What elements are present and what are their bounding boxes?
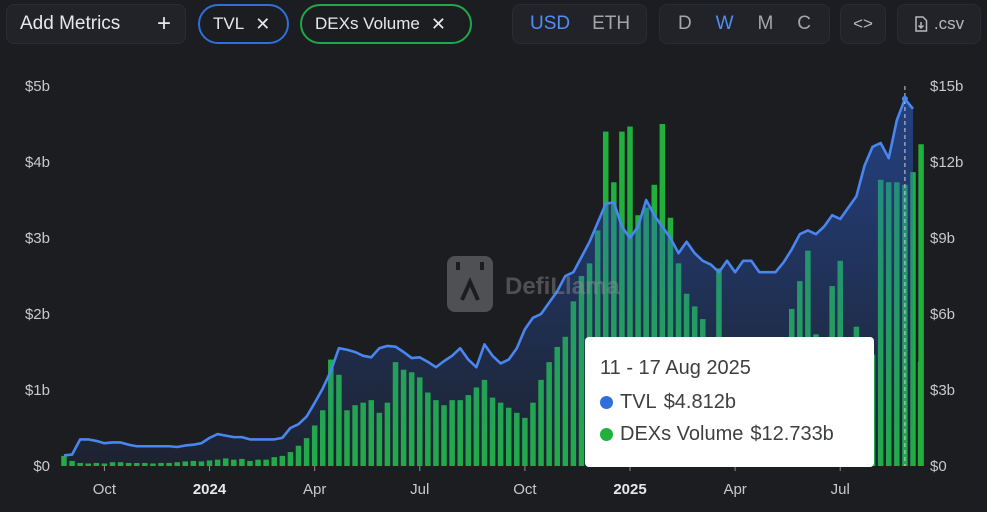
tooltip-dex-value: $12.733b [750,422,834,445]
interval-cumulative-option[interactable]: C [797,13,812,34]
tvl-dot-icon [600,395,613,409]
right-axis-tick-label: $3b [930,382,955,399]
csv-download-button[interactable]: .csv [897,4,981,44]
x-axis-tick-label: Oct [513,481,537,498]
left-axis-tick-label: $3b [25,230,50,247]
watermark-text: DefiLlama [505,273,620,300]
left-axis-tick-label: $1b [25,382,50,399]
tooltip-date: 11 - 17 Aug 2025 [600,357,751,379]
x-axis-tick-label: 2025 [613,481,646,498]
tooltip-tvl-value: $4.812b [663,390,736,413]
plus-icon: + [156,10,171,37]
tooltip-tvl-row: TVL $4.812b [600,389,874,415]
tooltip-dex-row: DEXs Volume $12.733b [600,421,874,447]
currency-usd-option[interactable]: USD [530,13,571,34]
embed-button[interactable]: <> [840,4,886,44]
currency-toggle: USD ETH [512,4,647,44]
dex-dot-icon [600,427,613,441]
tooltip-dex-label: DEXs Volume [620,422,744,445]
dex-volume-bar [917,362,924,466]
defillama-watermark: DefiLlama [447,256,620,312]
left-axis-tick-label: $4b [25,154,50,171]
left-axis-tick-label: $5b [25,78,50,95]
llama-logo-icon [447,256,493,312]
dex-volume-metric-chip[interactable]: DEXs Volume ✕ [300,4,472,44]
interval-daily-option[interactable]: D [677,13,692,34]
add-metrics-button[interactable]: Add Metrics + [6,4,186,44]
right-axis-tick-label: $15b [930,78,963,95]
tvl-line [63,97,915,457]
close-icon[interactable]: ✕ [255,13,271,34]
chart-tooltip: 11 - 17 Aug 2025 TVL $4.812b DEXs Volume… [585,337,874,467]
interval-weekly-option[interactable]: W [715,13,734,34]
hover-point-marker [901,95,908,102]
x-axis-tick-label: Jul [410,481,429,498]
download-file-icon [915,16,928,32]
close-icon[interactable]: ✕ [430,13,446,34]
tvl-metric-chip[interactable]: TVL ✕ [198,4,289,44]
dex-volume-bar [918,144,924,466]
tvl-chip-label: TVL [213,14,245,33]
x-axis-tick-label: Jul [831,481,850,498]
right-axis-tick-label: $0 [930,458,947,475]
x-axis-tick-label: Apr [303,481,326,498]
right-axis-tick-label: $9b [930,230,955,247]
x-axis-tick-label: 2024 [193,481,227,498]
x-axis-tick-label: Oct [93,481,117,498]
interval-monthly-option[interactable]: M [757,13,774,34]
left-axis-tick-label: $2b [25,306,50,323]
dex-chip-label: DEXs Volume [315,14,420,33]
add-metrics-label: Add Metrics [20,13,121,34]
interval-toggle: D W M C [659,4,830,44]
tooltip-tvl-label: TVL [620,390,657,413]
right-axis-tick-label: $12b [930,154,963,171]
right-axis-tick-label: $6b [930,306,955,323]
x-axis-tick-label: Apr [723,481,746,498]
left-axis-tick-label: $0 [33,458,50,475]
code-icon: <> [853,14,873,33]
currency-eth-option[interactable]: ETH [592,13,631,34]
csv-label: .csv [933,14,965,33]
